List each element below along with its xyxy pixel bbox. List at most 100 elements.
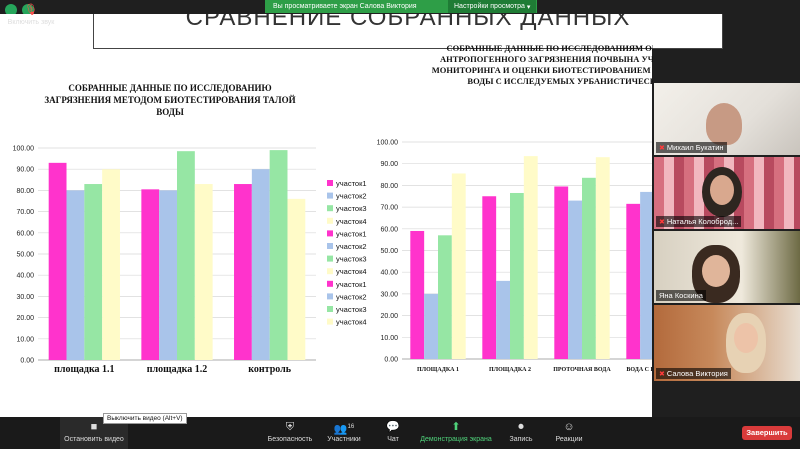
y-tick-label: 20.00	[380, 313, 398, 320]
participant-face	[734, 323, 758, 353]
y-tick-label: 0.00	[384, 357, 398, 364]
bar	[496, 280, 510, 359]
legend-swatch	[327, 192, 333, 199]
bar	[66, 190, 85, 360]
bar	[234, 184, 252, 360]
info-icon[interactable]	[5, 4, 17, 16]
participant-tile[interactable]: ✖ Салова Виктория	[654, 305, 800, 381]
x-tick-label: контроль	[248, 364, 291, 375]
x-tick-label: ВОДА С ИСТОЧНИ	[626, 367, 652, 373]
share-screen-icon: ⬆	[451, 421, 461, 433]
y-tick-label: 50.00	[380, 248, 398, 255]
bar	[595, 157, 610, 359]
participant-video	[706, 103, 742, 145]
chart2-title-line: АНТРОПОГЕННОГО ЗАГРЯЗНЕНИЯ ПОЧВЫНА УЧАСТ…	[439, 54, 653, 64]
y-tick-label: 30.00	[380, 291, 398, 298]
bar	[251, 169, 270, 360]
x-tick-label: ПРОТОЧНАЯ ВОДА	[553, 367, 611, 373]
bar	[626, 203, 641, 359]
participant-tile[interactable]: Яна Коскина	[654, 231, 800, 303]
bar	[482, 196, 497, 359]
participant-name: Салова Виктория	[666, 369, 728, 378]
chevron-down-icon: ▾	[526, 3, 531, 11]
bar	[287, 198, 306, 360]
record-button[interactable]: ⏺ Запись	[504, 417, 538, 449]
chart1-title: СОБРАННЫЕ ДАННЫЕ ПО ИССЛЕДОВАНИЮ ЗАГРЯЗН…	[20, 82, 320, 118]
participants-button[interactable]: 👥16 Участники	[322, 417, 366, 449]
slide-title: СРАВНЕНИЕ СОБРАННЫХ ДАННЫХ	[185, 14, 631, 31]
video-camera-icon: ■	[90, 421, 98, 433]
legend-label: участок1	[336, 280, 367, 289]
participants-icon: 👥16	[333, 423, 355, 436]
x-tick-label: площадка 1.2	[147, 364, 207, 375]
bar	[141, 189, 160, 360]
y-tick-label: 10.00	[380, 335, 398, 342]
bar	[438, 235, 452, 359]
bar	[451, 173, 466, 359]
chart1-title-line: СОБРАННЫЕ ДАННЫЕ ПО ИССЛЕДОВАНИЮ	[68, 83, 272, 93]
bar	[177, 151, 195, 360]
participant-tile[interactable]: ✖ Михаил Букатин	[654, 83, 800, 155]
y-tick-label: 20.00	[16, 315, 34, 322]
legend-label: участок3	[336, 204, 367, 213]
chart2: 0.00 10.00 20.00 30.00 40.00 50.00 60.00 70.00 8…	[377, 140, 652, 373]
y-tick-label: 40.00	[380, 270, 398, 277]
participant-name-tag: Яна Коскина	[656, 290, 706, 301]
security-button[interactable]: ⛨ Безопасность	[262, 417, 318, 449]
participant-name: Наталья Колоброд...	[666, 217, 739, 226]
bar	[159, 190, 177, 360]
y-tick-label: 100.00	[13, 146, 35, 153]
shield-icon[interactable]	[22, 4, 34, 16]
view-options-button[interactable]: Настройки просмотра ▾	[448, 0, 537, 13]
reactions-icon: ☺	[563, 421, 575, 433]
unmute-button[interactable]: 🎙 Включить звук	[2, 0, 60, 32]
participant-face	[710, 175, 734, 205]
legend-label: участок1	[336, 229, 367, 238]
y-tick-label: 90.00	[16, 167, 34, 174]
y-tick-label: 30.00	[16, 294, 34, 301]
legend-swatch	[327, 180, 333, 186]
chart2-title-line: МОНИТОРИНГА И ОЦЕНКИ БИОТЕСТИРОВАНИЕМ ОБ…	[431, 65, 653, 75]
mic-off-icon: ✖	[659, 218, 665, 226]
share-screen-label: Демонстрация экрана	[420, 436, 492, 443]
share-banner-text: Вы просматриваете экран Салова Виктория	[273, 3, 417, 10]
legend-label: участок4	[336, 267, 367, 276]
bar	[48, 162, 67, 360]
chat-icon: 💬	[386, 421, 400, 433]
y-tick-label: 70.00	[380, 205, 398, 212]
legend-swatch	[327, 243, 333, 249]
chat-button[interactable]: 💬 Чат	[380, 417, 406, 449]
view-options-label: Настройки просмотра	[454, 3, 525, 10]
end-meeting-button[interactable]: Завершить	[742, 426, 792, 440]
legend-swatch	[327, 230, 333, 237]
share-screen-button[interactable]: ⬆ Демонстрация экрана	[418, 417, 494, 449]
mic-muted-icon: 🎙	[24, 4, 38, 16]
bar	[582, 177, 596, 359]
participant-name-tag: ✖ Михаил Букатин	[656, 142, 727, 153]
y-tick-label: 50.00	[16, 252, 34, 259]
screen-share-banner: Вы просматриваете экран Салова Виктория …	[265, 0, 537, 13]
legend-label: участок4	[336, 217, 367, 226]
y-tick-label: 40.00	[16, 273, 34, 280]
participant-tile[interactable]: ✖ Наталья Колоброд...	[654, 157, 800, 229]
participant-name: Михаил Букатин	[666, 143, 724, 152]
legend-label: участок4	[336, 318, 367, 327]
y-tick-label: 80.00	[16, 188, 34, 195]
chart2-title-line: ВОДЫ С ИССЛЕДУЕМЫХ УРБАНИСТИЧЕСКИ	[467, 76, 653, 86]
legend-label: участок1	[336, 179, 367, 188]
participant-name-tag: ✖ Салова Виктория	[656, 368, 731, 379]
unmute-label: Включить звук	[7, 19, 55, 26]
reactions-button[interactable]: ☺ Реакции	[552, 417, 586, 449]
y-tick-label: 70.00	[16, 209, 34, 216]
y-tick-label: 0.00	[20, 358, 34, 365]
participants-count: 16	[347, 424, 355, 430]
legend-label: участок2	[336, 192, 367, 201]
chart1: 0.00 10.00 20.00 30.00 40.00 50.00 60.00 70.00 8…	[13, 146, 367, 376]
legend-swatch	[327, 205, 333, 212]
bar	[269, 150, 288, 360]
legend-swatch	[327, 280, 333, 287]
slide-title-box: СРАВНЕНИЕ СОБРАННЫХ ДАННЫХ	[93, 14, 723, 49]
y-tick-label: 60.00	[380, 226, 398, 233]
chart1-title-line: ЗАГРЯЗНЕНИЯ МЕТОДОМ БИОТЕСТИРОВАНИЯ ТАЛО…	[44, 95, 296, 105]
bar	[84, 184, 103, 360]
